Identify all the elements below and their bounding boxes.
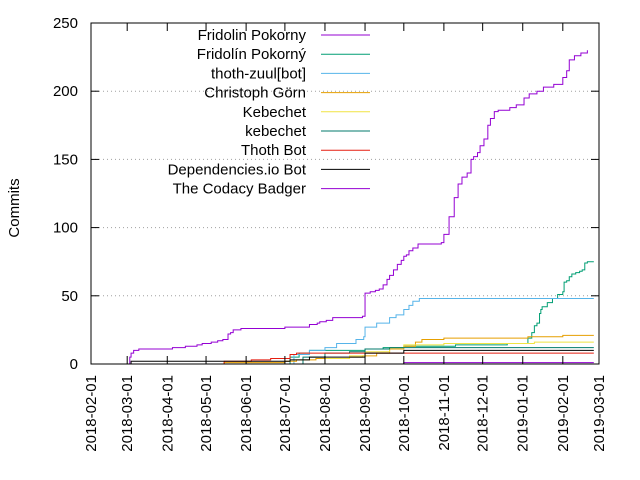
series-line-5 [284, 347, 594, 365]
grid-lines [91, 90, 599, 297]
x-tick-label: 2018-11-01 [436, 375, 453, 451]
y-axis-ticks: 0 50 100 150 200 250 [53, 15, 599, 373]
y-tick-label: 150 [53, 151, 78, 168]
x-tick-label: 2018-10-01 [396, 375, 413, 452]
x-tick-label: 2019-02-01 [555, 375, 572, 452]
x-tick-label: 2018-06-01 [238, 375, 255, 452]
legend-label: Fridolín Pokorný [197, 46, 307, 63]
x-tick-label: 2018-02-01 [83, 375, 100, 452]
x-tick-label: 2018-03-01 [119, 375, 136, 452]
series-lines [129, 50, 594, 365]
y-axis-label: Commits [6, 178, 23, 237]
legend-label: kebechet [245, 123, 307, 140]
legend-label: Fridolin Pokorny [198, 27, 307, 44]
plot-frame [90, 22, 600, 365]
legend-label: The Codacy Badger [173, 181, 306, 198]
legend-label: Thoth Bot [241, 142, 307, 159]
y-tick-label: 200 [53, 83, 78, 100]
x-tick-label: 2018-07-01 [277, 375, 294, 452]
series-line-0 [129, 50, 588, 364]
legend-label: thoth-zuul[bot] [211, 65, 306, 82]
x-axis-ticks: 2018-02-01 2018-03-01 2018-04-01 2018-05-01… [83, 23, 608, 452]
x-tick-label: 2018-12-01 [475, 375, 492, 452]
x-tick-label: 2019-01-01 [515, 375, 532, 452]
x-tick-label: 2018-04-01 [159, 375, 176, 452]
series-line-1 [284, 261, 594, 365]
series-line-7 [129, 349, 594, 365]
legend-label: Kebechet [243, 104, 307, 121]
y-tick-label: 50 [61, 288, 78, 305]
y-tick-label: 250 [53, 15, 78, 32]
x-tick-label: 2018-09-01 [357, 375, 374, 452]
y-tick-label: 0 [70, 356, 78, 373]
series-line-2 [284, 298, 594, 365]
x-tick-label: 2018-08-01 [317, 375, 334, 452]
legend: Fridolin Pokorny Fridolín Pokorný thoth-zu… [168, 27, 370, 198]
legend-label: Dependencies.io Bot [168, 161, 307, 178]
y-tick-label: 100 [53, 220, 78, 237]
x-tick-label: 2019-03-01 [591, 375, 608, 452]
x-tick-label: 2018-05-01 [198, 375, 215, 452]
legend-label: Christoph Görn [204, 85, 306, 102]
